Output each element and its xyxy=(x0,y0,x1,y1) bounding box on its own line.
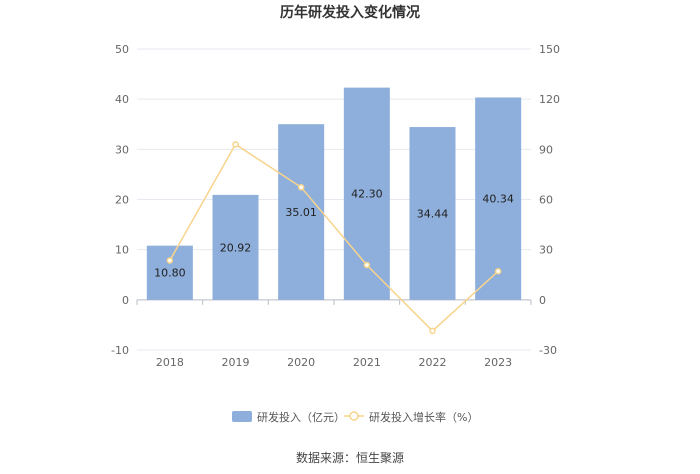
left-tick-label: 0 xyxy=(122,294,129,307)
line-series xyxy=(166,141,502,335)
legend-bar-swatch xyxy=(232,411,252,422)
x-tick-label: 2021 xyxy=(353,356,381,369)
bar xyxy=(409,127,456,300)
growth-rate-point xyxy=(166,257,174,264)
x-axis-ticks: 2018 2019 2020 2021 2022 2023 xyxy=(136,299,532,369)
bar-value-label: 10.80 xyxy=(154,267,186,280)
left-tick-label: -10 xyxy=(111,344,129,357)
left-tick-label: 30 xyxy=(115,143,129,156)
left-tick-label: 20 xyxy=(115,194,129,207)
right-tick-label: 0 xyxy=(539,294,546,307)
bar-value-label: 42.30 xyxy=(351,188,383,201)
legend-line-marker xyxy=(349,411,359,421)
right-tick-label: 150 xyxy=(539,43,560,56)
bar-labels: 10.80 20.92 35.01 42.30 34.44 40.34 xyxy=(154,188,514,280)
grid xyxy=(137,48,531,351)
right-tick-label: 120 xyxy=(539,93,560,106)
bar-series xyxy=(146,87,522,300)
right-tick-label: -30 xyxy=(539,344,557,357)
x-tick-label: 2019 xyxy=(222,356,250,369)
bar-value-label: 20.92 xyxy=(220,241,252,254)
left-tick-label: 40 xyxy=(115,93,129,106)
left-tick-label: 10 xyxy=(115,244,129,257)
right-axis-ticks: 150 120 90 60 30 0 -30 xyxy=(539,43,560,357)
bar xyxy=(212,194,259,300)
data-source: 数据来源：恒生聚源 xyxy=(296,450,404,465)
bar-value-label: 40.34 xyxy=(482,193,514,206)
right-tick-label: 90 xyxy=(539,143,553,156)
bar-value-label: 35.01 xyxy=(285,206,317,219)
growth-rate-point xyxy=(363,261,371,269)
chart-title: 历年研发投入变化情况 xyxy=(280,4,420,21)
bar xyxy=(278,124,325,300)
legend-bar-label: 研发投入（亿元） xyxy=(257,410,345,424)
growth-rate-point xyxy=(232,141,239,148)
growth-rate-line xyxy=(169,143,499,332)
x-tick-label: 2020 xyxy=(287,356,315,369)
growth-rate-point xyxy=(297,184,305,191)
legend: 研发投入（亿元） 研发投入增长率（%） xyxy=(232,410,478,424)
x-tick-label: 2022 xyxy=(419,356,447,369)
bar-value-label: 34.44 xyxy=(417,207,449,220)
left-tick-label: 50 xyxy=(115,43,129,56)
x-tick-label: 2018 xyxy=(156,356,184,369)
legend-line-label: 研发投入增长率（%） xyxy=(369,410,478,424)
bar xyxy=(146,245,193,300)
bar xyxy=(475,97,522,300)
growth-rate-point xyxy=(429,327,436,335)
x-tick-label: 2023 xyxy=(484,356,512,369)
growth-rate-point xyxy=(494,267,502,275)
right-tick-label: 30 xyxy=(539,244,553,257)
left-axis-ticks: 50 40 30 20 10 0 -10 xyxy=(111,43,129,357)
right-tick-label: 60 xyxy=(539,194,553,207)
